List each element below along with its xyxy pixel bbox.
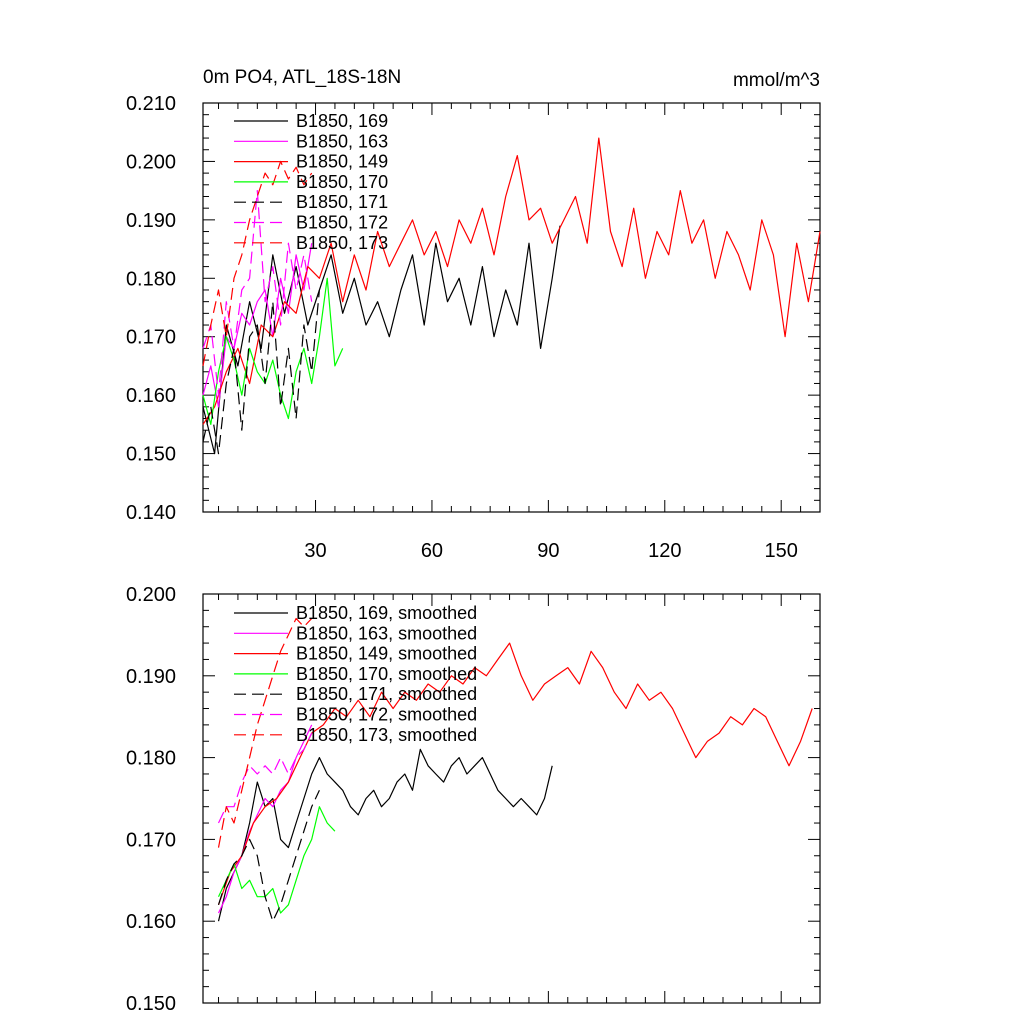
y-tick-label: 0.170 — [126, 829, 176, 851]
legend-label: B1850, 170, smoothed — [296, 664, 477, 684]
x-tick-label: 60 — [421, 540, 443, 562]
series-line — [217, 724, 313, 914]
series-line — [217, 732, 313, 824]
top-panel: 0m PO4, ATL_18S-18N mmol/m^3 0.140 0.150 0… — [126, 67, 821, 562]
legend-label: B1850, 173 — [296, 233, 388, 253]
legend-label: B1850, 169 — [296, 111, 388, 131]
legend-label: B1850, 170 — [296, 172, 388, 192]
legend-label: B1850, 172, smoothed — [296, 705, 477, 725]
x-tick-label: 90 — [537, 540, 559, 562]
y-tick-label: 0.140 — [126, 502, 176, 524]
y-tick-label: 0.190 — [126, 666, 176, 688]
series-line — [202, 225, 561, 455]
series-line — [217, 790, 320, 922]
legend-label: B1850, 173, smoothed — [296, 725, 477, 745]
y-tick-label: 0.170 — [126, 327, 176, 349]
legend-label: B1850, 163, smoothed — [296, 623, 477, 643]
bottom-panel: 0.150 0.160 0.170 0.180 0.190 0.200 B1850, 169… — [126, 584, 821, 1015]
y-tick-label: 0.180 — [126, 268, 176, 290]
series-line — [202, 160, 313, 367]
legend-label: B1850, 172 — [296, 213, 388, 233]
series-line — [202, 190, 313, 396]
y-tick-label: 0.150 — [126, 993, 176, 1015]
series-line — [217, 642, 813, 906]
y-tick-label: 0.190 — [126, 210, 176, 232]
x-tick-label: 150 — [765, 540, 798, 562]
series-line — [202, 243, 313, 408]
series-line — [217, 806, 336, 914]
series-line — [217, 617, 313, 848]
y-tick-label: 0.210 — [126, 93, 176, 115]
legend-label: B1850, 171, smoothed — [296, 684, 477, 704]
legend-label: B1850, 149 — [296, 152, 388, 172]
legend-label: B1850, 163 — [296, 131, 388, 151]
chart-title: 0m PO4, ATL_18S-18N — [203, 67, 401, 88]
y-tick-label: 0.180 — [126, 748, 176, 770]
plot-frame — [202, 102, 821, 513]
plot-frame — [202, 593, 821, 1004]
series-line — [202, 277, 344, 425]
y-tick-label: 0.160 — [126, 385, 176, 407]
x-tick-label: 120 — [648, 540, 681, 562]
legend-label: B1850, 169, smoothed — [296, 603, 477, 623]
y-tick-label: 0.150 — [126, 444, 176, 466]
legend-label: B1850, 171 — [296, 192, 388, 212]
series-line — [202, 289, 320, 455]
y-tick-label: 0.200 — [126, 151, 176, 173]
units-label: mmol/m^3 — [733, 70, 820, 91]
y-tick-label: 0.160 — [126, 911, 176, 933]
x-tick-label: 30 — [304, 540, 326, 562]
legend-label: B1850, 149, smoothed — [296, 644, 477, 664]
y-tick-label: 0.200 — [126, 584, 176, 606]
series-line — [202, 137, 821, 425]
